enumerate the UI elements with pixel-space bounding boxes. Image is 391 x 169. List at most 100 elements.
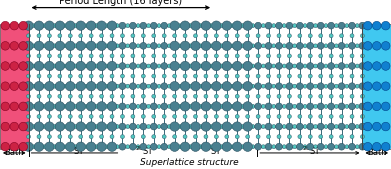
Circle shape [58, 54, 62, 58]
Circle shape [157, 84, 161, 88]
Circle shape [45, 81, 54, 91]
Circle shape [256, 74, 260, 78]
Circle shape [261, 64, 265, 68]
Circle shape [76, 142, 85, 151]
Circle shape [32, 44, 36, 48]
Circle shape [131, 135, 135, 139]
Circle shape [296, 42, 303, 49]
Circle shape [24, 21, 33, 30]
Circle shape [204, 135, 208, 139]
Circle shape [364, 102, 372, 111]
Circle shape [66, 21, 75, 30]
Circle shape [317, 123, 324, 130]
Circle shape [79, 34, 83, 38]
Circle shape [24, 81, 33, 91]
Circle shape [267, 115, 271, 118]
Circle shape [355, 64, 359, 68]
Circle shape [191, 81, 200, 91]
Circle shape [86, 142, 96, 151]
Circle shape [276, 22, 282, 29]
Circle shape [105, 125, 109, 128]
Circle shape [180, 122, 190, 131]
Circle shape [267, 135, 271, 139]
Circle shape [94, 64, 98, 68]
Circle shape [162, 34, 166, 38]
Circle shape [178, 125, 182, 128]
Circle shape [76, 21, 85, 30]
Circle shape [151, 143, 157, 150]
Circle shape [32, 64, 36, 68]
Circle shape [361, 54, 364, 58]
Circle shape [74, 24, 77, 28]
Circle shape [272, 104, 276, 108]
Circle shape [246, 74, 249, 78]
Circle shape [317, 83, 324, 90]
Circle shape [209, 24, 213, 28]
Circle shape [287, 115, 291, 118]
Circle shape [240, 64, 244, 68]
Circle shape [151, 123, 157, 130]
Circle shape [191, 122, 200, 131]
Circle shape [204, 34, 208, 38]
Circle shape [151, 42, 157, 49]
Circle shape [58, 34, 62, 38]
Circle shape [1, 122, 10, 131]
Circle shape [152, 135, 156, 139]
Circle shape [324, 24, 328, 28]
Circle shape [188, 104, 192, 108]
Circle shape [66, 102, 75, 111]
Circle shape [201, 61, 211, 71]
Circle shape [267, 94, 271, 98]
Circle shape [220, 145, 224, 149]
Circle shape [167, 64, 171, 68]
Circle shape [201, 142, 211, 151]
Text: $^{42}$Si: $^{42}$Si [203, 145, 220, 157]
Circle shape [152, 94, 156, 98]
Circle shape [235, 94, 239, 98]
Circle shape [107, 81, 117, 91]
Circle shape [27, 94, 30, 98]
Circle shape [212, 81, 221, 91]
Circle shape [209, 44, 213, 48]
Circle shape [307, 123, 314, 130]
Circle shape [55, 61, 65, 71]
Circle shape [191, 61, 200, 71]
Circle shape [194, 115, 197, 118]
Circle shape [349, 22, 355, 29]
Circle shape [188, 84, 192, 88]
Circle shape [136, 104, 140, 108]
Circle shape [27, 135, 30, 139]
Circle shape [340, 135, 344, 139]
Circle shape [120, 54, 124, 58]
Circle shape [324, 145, 328, 149]
Circle shape [359, 143, 366, 150]
Circle shape [42, 125, 46, 128]
Circle shape [230, 125, 234, 128]
Circle shape [152, 115, 156, 118]
Circle shape [298, 54, 302, 58]
Circle shape [157, 145, 161, 149]
Circle shape [314, 125, 317, 128]
Circle shape [276, 42, 282, 49]
Circle shape [233, 81, 242, 91]
Circle shape [110, 54, 114, 58]
Circle shape [180, 81, 190, 91]
Circle shape [37, 34, 41, 38]
Circle shape [131, 74, 135, 78]
Circle shape [68, 115, 72, 118]
Circle shape [272, 84, 276, 88]
Circle shape [110, 74, 114, 78]
Circle shape [19, 122, 27, 131]
Circle shape [100, 74, 104, 78]
Circle shape [89, 135, 93, 139]
Circle shape [89, 115, 93, 118]
Circle shape [129, 42, 136, 49]
Circle shape [220, 64, 224, 68]
Circle shape [307, 63, 314, 69]
Circle shape [293, 44, 297, 48]
Circle shape [1, 21, 10, 30]
Circle shape [349, 103, 355, 110]
Circle shape [319, 34, 323, 38]
Circle shape [191, 102, 200, 111]
Circle shape [340, 74, 344, 78]
